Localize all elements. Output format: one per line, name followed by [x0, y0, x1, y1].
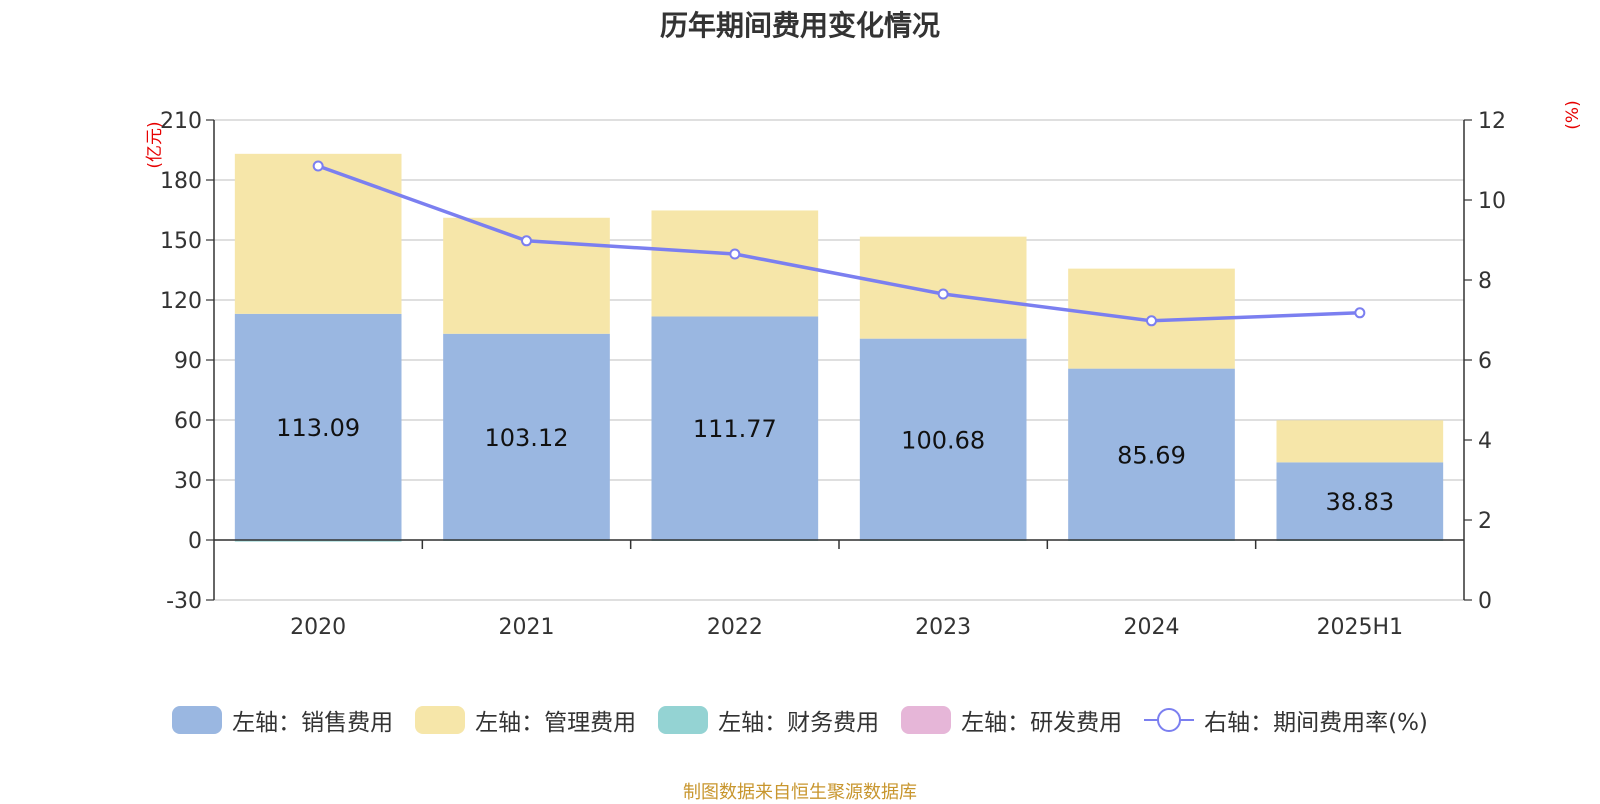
bar-sales — [651, 316, 819, 540]
legend-line-marker-icon — [1144, 706, 1195, 734]
right-tick-label: 2 — [1478, 509, 1492, 534]
bar-admin — [234, 153, 402, 314]
right-tick-label: 4 — [1478, 429, 1492, 454]
bar-sales — [234, 313, 402, 540]
legend-item[interactable]: 左轴：财务费用 — [658, 703, 879, 737]
left-tick-label: 120 — [160, 289, 202, 314]
legend-label: 左轴：管理费用 — [475, 710, 637, 736]
x-tick-label: 2021 — [499, 615, 555, 640]
left-tick-label: 90 — [174, 349, 202, 374]
line-point — [521, 235, 532, 247]
legend-label: 左轴：财务费用 — [718, 710, 880, 736]
legend-swatch — [901, 706, 952, 734]
legend-label: 左轴：销售费用 — [232, 710, 394, 736]
bar-finance — [234, 540, 402, 542]
x-tick-label: 2024 — [1124, 615, 1180, 640]
bar-data-label: 38.83 — [1325, 488, 1394, 516]
left-tick-label: 0 — [188, 529, 202, 554]
right-tick-label: 6 — [1478, 349, 1492, 374]
bar-data-label: 111.77 — [693, 415, 777, 443]
right-tick-label: 10 — [1478, 189, 1506, 214]
line-point — [937, 288, 949, 300]
left-tick-label: 60 — [174, 409, 202, 434]
bar-data-label: 100.68 — [901, 426, 985, 454]
legend-swatch — [658, 706, 709, 734]
bar-sales — [859, 338, 1027, 540]
legend-label: 左轴：研发费用 — [961, 710, 1123, 736]
legend-item[interactable]: 左轴：研发费用 — [901, 703, 1122, 737]
bar-admin — [443, 217, 610, 334]
left-axis-unit: (亿元) — [145, 121, 165, 168]
right-tick-label: 12 — [1478, 109, 1506, 134]
bar-data-label: 103.12 — [485, 424, 569, 452]
x-tick-label: 2023 — [915, 615, 971, 640]
legend-item[interactable]: 右轴：期间费用率(%) — [1144, 703, 1428, 737]
source-note: 制图数据来自恒生聚源数据库 — [683, 782, 917, 803]
bar-data-label: 85.69 — [1117, 441, 1186, 469]
right-axis-unit: (%) — [1563, 100, 1583, 129]
right-tick-label: 8 — [1478, 269, 1492, 294]
bar-admin — [859, 236, 1027, 339]
x-tick-label: 2025H1 — [1317, 615, 1404, 640]
legend: 左轴：销售费用 左轴：管理费用 左轴：财务费用 左轴：研发费用 右轴：期间费用率(%) — [0, 703, 1600, 737]
bar-admin — [1276, 420, 1444, 463]
line-expense-rate — [317, 164, 1360, 323]
bar-sales — [443, 333, 610, 540]
bar-sales — [1276, 462, 1444, 540]
legend-item[interactable]: 左轴：管理费用 — [415, 703, 636, 737]
left-tick-label: 30 — [174, 469, 202, 494]
left-tick-label: 180 — [160, 169, 202, 194]
line-point — [1146, 315, 1157, 327]
bar-sales — [1068, 368, 1235, 540]
x-tick-label: 2020 — [290, 615, 346, 640]
right-tick-label: 0 — [1478, 589, 1492, 614]
chart-title: 历年期间费用变化情况 — [659, 9, 940, 42]
left-tick-label: 150 — [160, 229, 202, 254]
line-point — [1354, 307, 1366, 319]
legend-label: 右轴：期间费用率(%) — [1204, 710, 1428, 736]
chart-canvas: -30 0 30 60 90 120 150 180 210 0 2 4 6 8 10 12 (亿元) (%) 11… — [145, 100, 1583, 640]
line-point — [312, 160, 324, 172]
line-point — [729, 248, 741, 260]
legend-swatch — [415, 706, 466, 734]
bar-data-label: 113.09 — [276, 414, 360, 442]
legend-item[interactable]: 左轴：销售费用 — [172, 703, 393, 737]
left-tick-label: 210 — [160, 109, 202, 134]
legend-swatch — [172, 706, 223, 734]
x-tick-label: 2022 — [707, 615, 763, 640]
left-tick-label: -30 — [166, 589, 202, 614]
